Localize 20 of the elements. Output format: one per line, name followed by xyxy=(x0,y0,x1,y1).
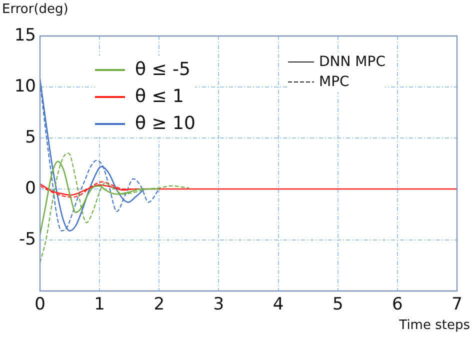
annotation: MPC xyxy=(319,74,350,90)
x-tick-label: 4 xyxy=(272,294,284,315)
x-axis-title: Time steps xyxy=(399,318,470,333)
x-tick-label: 3 xyxy=(213,294,224,315)
y-tick-label: 0 xyxy=(25,178,36,198)
x-tick-label: 1 xyxy=(94,294,105,315)
annotation: DNN MPC xyxy=(319,54,386,70)
x-tick-label: 5 xyxy=(332,294,344,315)
line-series xyxy=(40,152,190,263)
y-tick-label: -5 xyxy=(19,229,36,250)
y-tick-label: 15 xyxy=(14,25,36,46)
y-tick-label: 5 xyxy=(25,127,36,148)
x-tick-label: 6 xyxy=(392,294,403,315)
legend-label: θ ≥ 10 xyxy=(135,113,196,134)
x-tick-label: 2 xyxy=(154,294,165,315)
x-tick-label: 7 xyxy=(452,294,462,315)
y-axis-title: Error(deg) xyxy=(2,2,68,17)
legend-label: θ ≤ -5 xyxy=(135,59,190,80)
legend-label: θ ≤ 1 xyxy=(135,86,184,107)
y-tick-label: 10 xyxy=(14,76,36,96)
